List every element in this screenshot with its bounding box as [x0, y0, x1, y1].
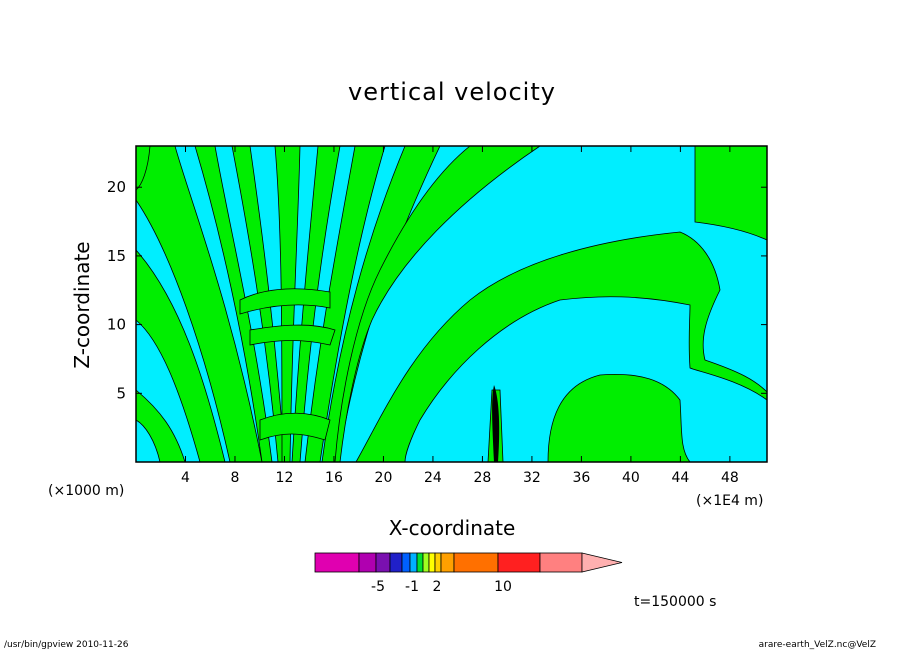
positive-velocity-region — [304, 146, 386, 462]
x-tick-label: 24 — [424, 470, 442, 486]
time-label: t=150000 s — [634, 594, 717, 610]
chart-title: vertical velocity — [348, 78, 556, 106]
z-unit-note: (×1E4 m) — [696, 493, 764, 509]
x-tick-label: 40 — [622, 470, 640, 486]
x-tick-label: 8 — [231, 470, 240, 486]
x-tick-label: 12 — [276, 470, 294, 486]
colorbar-label: -1 — [405, 579, 419, 595]
x-unit-note: (×1000 m) — [48, 483, 125, 499]
positive-velocity-region — [231, 146, 286, 462]
y-tick-label: 15 — [107, 247, 126, 265]
positive-velocity-region — [547, 374, 691, 462]
x-tick-label: 36 — [572, 470, 590, 486]
colorbar-segment — [422, 552, 430, 573]
x-axis-label: X-coordinate — [388, 516, 516, 540]
y-tick-label: 20 — [107, 178, 126, 196]
narrow-updraft-core — [492, 385, 500, 462]
positive-velocity-region — [259, 412, 331, 441]
positive-velocity-region — [249, 324, 336, 346]
x-tick-label: 44 — [671, 470, 689, 486]
colorbar-extension — [581, 552, 623, 573]
colorbar-label: 10 — [494, 579, 512, 595]
footer-file: arare-earth_VelZ.nc@VelZ — [758, 640, 876, 650]
contour-fields — [136, 146, 767, 462]
positive-velocity-region — [239, 288, 331, 315]
x-tick-label: 20 — [375, 470, 393, 486]
colorbar-segment — [434, 552, 442, 573]
positive-velocity-region — [136, 389, 186, 462]
positive-velocity-region — [194, 146, 273, 462]
x-tick-label: 16 — [325, 470, 343, 486]
colorbar-label: -5 — [371, 579, 385, 595]
x-tick-label: 32 — [523, 470, 541, 486]
x-tick-label: 4 — [181, 470, 190, 486]
positive-velocity-region — [291, 146, 341, 462]
colorbar-label: 2 — [433, 579, 442, 595]
colorbar-segment — [314, 552, 360, 573]
y-tick-label: 10 — [107, 316, 126, 334]
colorbar-segment — [428, 552, 436, 573]
plot-frame — [135, 145, 768, 463]
colorbar-segment — [453, 552, 499, 573]
x-tick-label: 48 — [721, 470, 739, 486]
x-tick-label: 28 — [474, 470, 492, 486]
colorbar-segment — [375, 552, 391, 573]
colorbar-segment — [358, 552, 377, 573]
y-tick-label: 5 — [116, 384, 126, 402]
colorbar-segment — [539, 552, 583, 573]
footer-command: /usr/bin/gpview 2010-11-26 — [4, 640, 129, 650]
colorbar-segment — [401, 552, 411, 573]
colorbar-segment — [409, 552, 418, 573]
y-axis-label: Z-coordinate — [70, 241, 94, 369]
colorbar-segment — [416, 552, 424, 573]
colorbar-segment — [440, 552, 455, 573]
positive-velocity-region — [355, 231, 767, 462]
colorbar-segment — [497, 552, 541, 573]
colorbar-segment — [389, 552, 403, 573]
